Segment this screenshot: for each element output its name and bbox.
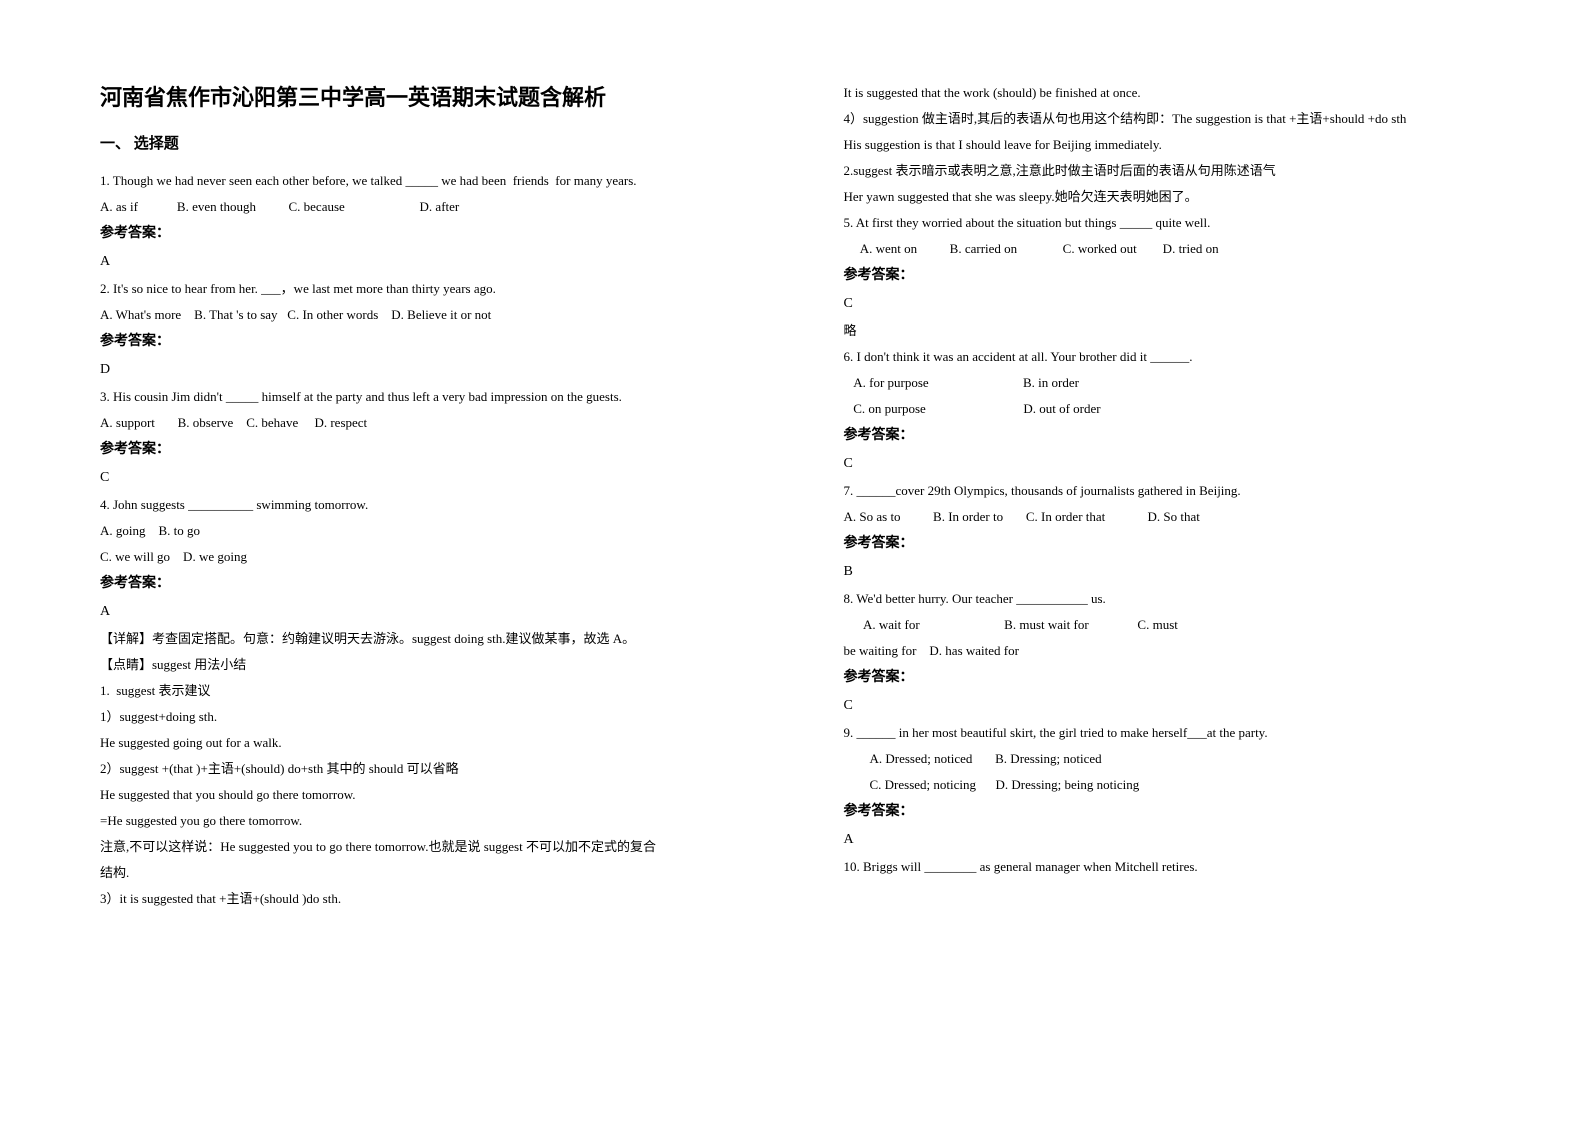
- question-line: be waiting for D. has waited for: [844, 638, 1488, 664]
- question-line: C. Dressed; noticing D. Dressing; being …: [844, 772, 1488, 798]
- question-line: 4. John suggests __________ swimming tom…: [100, 492, 744, 518]
- question-line: A. So as to B. In order to C. In order t…: [844, 504, 1488, 530]
- question-line: A. Dressed; noticed B. Dressing; noticed: [844, 746, 1488, 772]
- answer-value: D: [100, 356, 744, 384]
- answer-label: 参考答案：: [100, 570, 744, 598]
- question-line: C. we will go D. we going: [100, 544, 744, 570]
- question-line: 9. ______ in her most beautiful skirt, t…: [844, 720, 1488, 746]
- left-content: 1. Though we had never seen each other b…: [100, 168, 744, 912]
- answer-value: C: [100, 464, 744, 492]
- question-line: =He suggested you go there tomorrow.: [100, 808, 744, 834]
- question-line: A. going B. to go: [100, 518, 744, 544]
- answer-label: 参考答案：: [100, 436, 744, 464]
- question-line: He suggested going out for a walk.: [100, 730, 744, 756]
- question-line: A. support B. observe C. behave D. respe…: [100, 410, 744, 436]
- question-line: 5. At first they worried about the situa…: [844, 210, 1488, 236]
- question-line: 【点睛】suggest 用法小结: [100, 652, 744, 678]
- answer-value: A: [844, 826, 1488, 854]
- right-column: It is suggested that the work (should) b…: [794, 0, 1587, 1122]
- question-line: 略: [844, 318, 1488, 344]
- question-line: 2. It's so nice to hear from her. ___，we…: [100, 276, 744, 302]
- answer-label: 参考答案：: [100, 328, 744, 356]
- question-line: A. went on B. carried on C. worked out D…: [844, 236, 1488, 262]
- question-line: 7. ______cover 29th Olympics, thousands …: [844, 478, 1488, 504]
- answer-label: 参考答案：: [844, 422, 1488, 450]
- question-line: Her yawn suggested that she was sleepy.她…: [844, 184, 1488, 210]
- question-line: 1. suggest 表示建议: [100, 678, 744, 704]
- question-line: A. as if B. even though C. because D. af…: [100, 194, 744, 220]
- answer-value: A: [100, 248, 744, 276]
- answer-label: 参考答案：: [100, 220, 744, 248]
- question-line: It is suggested that the work (should) b…: [844, 80, 1488, 106]
- question-line: A. What's more B. That 's to say C. In o…: [100, 302, 744, 328]
- question-line: 2.suggest 表示暗示或表明之意,注意此时做主语时后面的表语从句用陈述语气: [844, 158, 1488, 184]
- question-line: 【详解】考查固定搭配。句意：约翰建议明天去游泳。suggest doing st…: [100, 626, 744, 652]
- answer-value: B: [844, 558, 1488, 586]
- answer-value: C: [844, 290, 1488, 318]
- answer-value: C: [844, 692, 1488, 720]
- question-line: 结构.: [100, 860, 744, 886]
- question-line: 4）suggestion 做主语时,其后的表语从句也用这个结构即：The sug…: [844, 106, 1488, 132]
- answer-value: C: [844, 450, 1488, 478]
- question-line: He suggested that you should go there to…: [100, 782, 744, 808]
- question-line: His suggestion is that I should leave fo…: [844, 132, 1488, 158]
- right-content: It is suggested that the work (should) b…: [844, 80, 1488, 880]
- answer-value: A: [100, 598, 744, 626]
- question-line: 10. Briggs will ________ as general mana…: [844, 854, 1488, 880]
- question-line: 注意,不可以这样说：He suggested you to go there t…: [100, 834, 744, 860]
- answer-label: 参考答案：: [844, 798, 1488, 826]
- question-line: 3）it is suggested that +主语+(should )do s…: [100, 886, 744, 912]
- question-line: A. for purpose B. in order: [844, 370, 1488, 396]
- question-line: 8. We'd better hurry. Our teacher ______…: [844, 586, 1488, 612]
- section-header: 一、 选择题: [100, 132, 744, 153]
- question-line: 3. His cousin Jim didn't _____ himself a…: [100, 384, 744, 410]
- answer-label: 参考答案：: [844, 664, 1488, 692]
- answer-label: 参考答案：: [844, 530, 1488, 558]
- question-line: 1. Though we had never seen each other b…: [100, 168, 744, 194]
- question-line: C. on purpose D. out of order: [844, 396, 1488, 422]
- question-line: 2）suggest +(that )+主语+(should) do+sth 其中…: [100, 756, 744, 782]
- answer-label: 参考答案：: [844, 262, 1488, 290]
- question-line: 1）suggest+doing sth.: [100, 704, 744, 730]
- question-line: A. wait for B. must wait for C. must: [844, 612, 1488, 638]
- document-title: 河南省焦作市沁阳第三中学高一英语期末试题含解析: [100, 80, 744, 112]
- question-line: 6. I don't think it was an accident at a…: [844, 344, 1488, 370]
- left-column: 河南省焦作市沁阳第三中学高一英语期末试题含解析 一、 选择题 1. Though…: [0, 0, 794, 1122]
